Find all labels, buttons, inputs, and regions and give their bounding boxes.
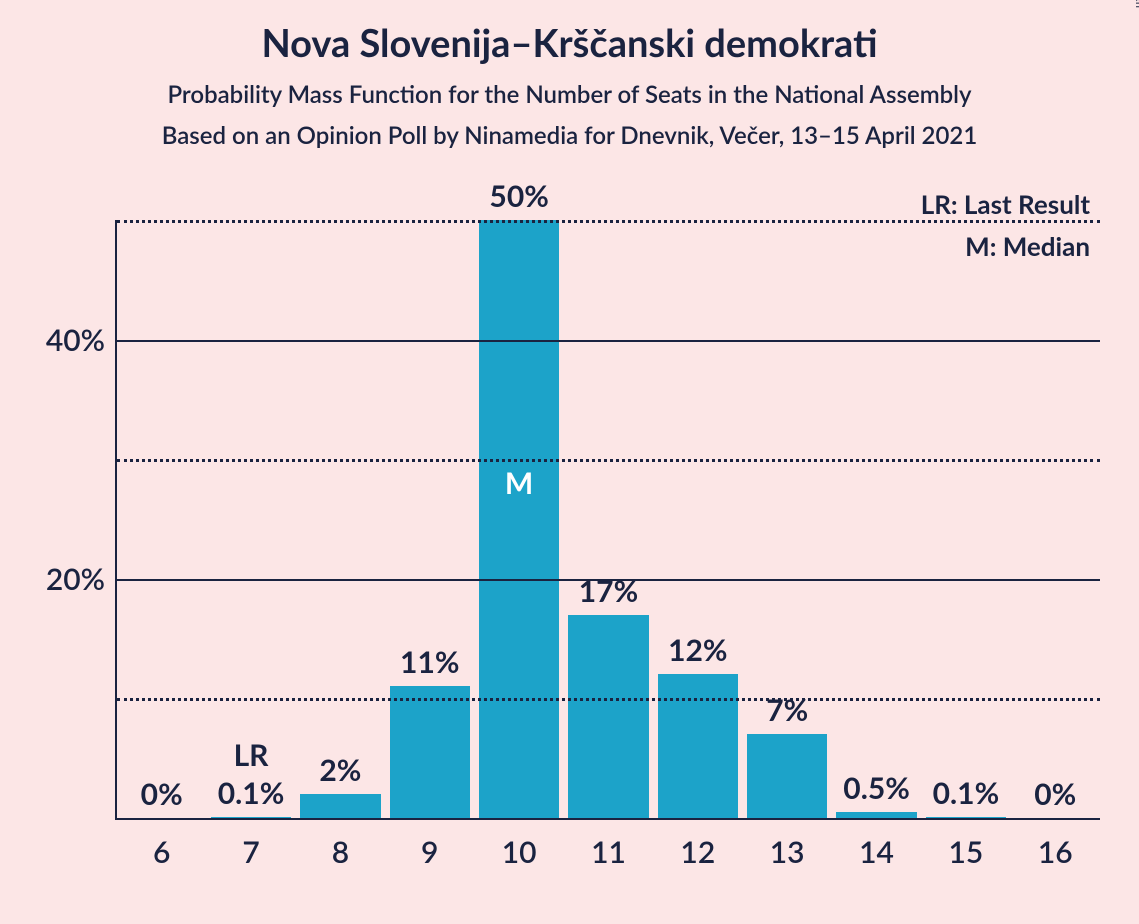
bar-slot: 0.5%14 bbox=[832, 220, 921, 818]
bar-slot: 0%16 bbox=[1011, 220, 1100, 818]
y-axis-label: 40% bbox=[46, 322, 117, 358]
copyright-text: © 2021 Filip van Laenen bbox=[1133, 0, 1139, 8]
gridline-major bbox=[117, 340, 1100, 342]
bar bbox=[390, 686, 470, 818]
x-axis-label: 10 bbox=[502, 818, 537, 870]
gridline-minor bbox=[117, 220, 1100, 223]
gridline-major bbox=[117, 579, 1100, 581]
chart-title: Nova Slovenija–Krščanski demokrati bbox=[0, 20, 1139, 66]
x-axis-label: 12 bbox=[680, 818, 715, 870]
bar bbox=[747, 734, 827, 818]
bar bbox=[300, 794, 380, 818]
x-axis-label: 8 bbox=[332, 818, 349, 870]
gridline-minor bbox=[117, 459, 1100, 462]
x-axis-label: 14 bbox=[859, 818, 894, 870]
bar-slot: 17%11 bbox=[564, 220, 653, 818]
bar-slot: 0.1%15 bbox=[921, 220, 1010, 818]
bar-slot: 11%9 bbox=[385, 220, 474, 818]
bar-value-label: 0% bbox=[1034, 776, 1076, 812]
bar bbox=[479, 220, 559, 818]
bar-value-label: 0.1% bbox=[218, 775, 285, 811]
chart-source: Based on an Opinion Poll by Ninamedia fo… bbox=[0, 121, 1139, 150]
bar-slot: 12%12 bbox=[653, 220, 742, 818]
bar-slot: 50%10M bbox=[474, 220, 563, 818]
chart-subtitle: Probability Mass Function for the Number… bbox=[0, 80, 1139, 109]
bar-value-label: 50% bbox=[489, 178, 548, 214]
x-axis-label: 7 bbox=[242, 818, 259, 870]
chart-container: Nova Slovenija–Krščanski demokrati Proba… bbox=[0, 0, 1139, 924]
bar-annotation: LR bbox=[234, 737, 269, 773]
bar-value-label: 11% bbox=[400, 644, 459, 680]
bar bbox=[568, 615, 648, 818]
bar bbox=[658, 674, 738, 818]
plot-region: LR: Last ResultM: Median 0%60.1%7LR2%811… bbox=[115, 220, 1100, 820]
x-axis-label: 15 bbox=[949, 818, 984, 870]
x-axis-label: 11 bbox=[591, 818, 626, 870]
bar-slot: 7%13 bbox=[743, 220, 832, 818]
legend-item: LR: Last Result bbox=[921, 188, 1090, 220]
gridline-minor bbox=[117, 698, 1100, 701]
chart-plot-area: LR: Last ResultM: Median 0%60.1%7LR2%811… bbox=[115, 220, 1100, 820]
bar-value-label: 0.5% bbox=[843, 770, 910, 806]
x-axis-label: 6 bbox=[153, 818, 170, 870]
x-axis-label: 13 bbox=[770, 818, 805, 870]
y-axis-label: 20% bbox=[46, 561, 117, 597]
bar-value-label: 0% bbox=[141, 776, 183, 812]
x-axis-label: 9 bbox=[421, 818, 438, 870]
bar-value-label: 2% bbox=[319, 752, 361, 788]
bar-annotation: M bbox=[505, 465, 533, 501]
bar-slot: 2%8 bbox=[296, 220, 385, 818]
x-axis-label: 16 bbox=[1038, 818, 1073, 870]
bar-slot: 0.1%7LR bbox=[206, 220, 295, 818]
bar-value-label: 0.1% bbox=[933, 775, 1000, 811]
bar-value-label: 12% bbox=[668, 632, 727, 668]
bars-group: 0%60.1%7LR2%811%950%10M17%1112%127%130.5… bbox=[117, 220, 1100, 818]
bar-slot: 0%6 bbox=[117, 220, 206, 818]
